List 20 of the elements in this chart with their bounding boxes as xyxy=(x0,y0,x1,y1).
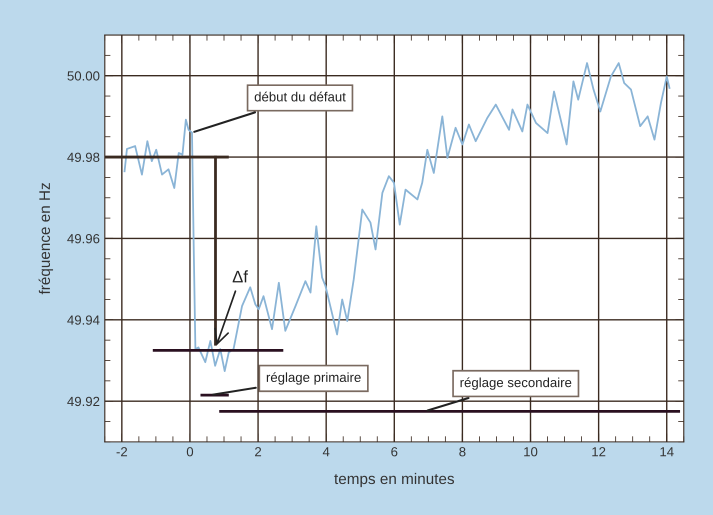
annotation: réglage primaire xyxy=(266,372,361,385)
x-axis-title: temps en minutes xyxy=(334,472,454,488)
x-tick-label: 6 xyxy=(391,447,398,456)
x-tick-label: 0 xyxy=(186,447,194,456)
annotation: début du défaut xyxy=(254,92,346,102)
x-tick-label: 4 xyxy=(322,447,330,456)
x-tick-label: 12 xyxy=(592,447,606,456)
x-tick-label: -2 xyxy=(116,447,128,456)
y-tick-label: 49.98 xyxy=(67,152,100,162)
y-tick-label: 49.94 xyxy=(67,315,100,325)
y-axis-title: fréquence en Hz xyxy=(38,183,54,294)
annotation: Δf xyxy=(232,270,248,282)
y-tick-label: 49.92 xyxy=(67,396,100,406)
x-tick-label: 8 xyxy=(459,447,466,456)
y-tick-label: 50.00 xyxy=(67,71,100,81)
x-tick-label: 14 xyxy=(660,447,674,456)
annotation: réglage secondaire xyxy=(460,377,572,390)
y-tick-label: 49.96 xyxy=(67,234,100,244)
x-tick-label: 2 xyxy=(255,447,262,456)
x-tick-label: 10 xyxy=(524,447,538,456)
